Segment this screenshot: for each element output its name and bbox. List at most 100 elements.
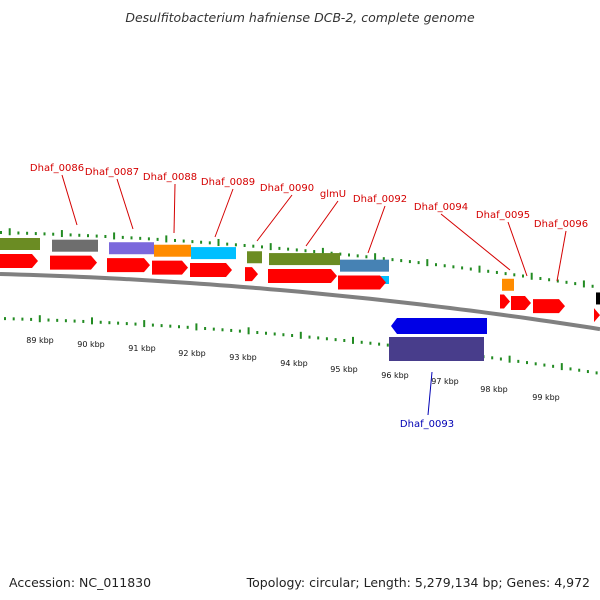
- forward-cds-arrow: [533, 299, 565, 314]
- tick-mark: [317, 336, 320, 340]
- tick-label: 89 kbp: [26, 336, 54, 345]
- tick-mark: [212, 327, 215, 331]
- cog-block: [247, 251, 262, 264]
- forward-cds-arrow: [338, 275, 386, 290]
- tick-mark: [495, 270, 498, 274]
- tick-mark: [47, 318, 50, 322]
- tick-mark: [287, 247, 290, 251]
- forward-cds-arrow: [268, 268, 337, 283]
- tick-mark: [261, 245, 263, 249]
- gene-label: Dhaf_0093: [400, 419, 454, 430]
- tick-mark: [304, 249, 307, 253]
- leader-line: [116, 178, 134, 230]
- leader-line: [256, 194, 293, 242]
- tick-mark: [252, 244, 255, 248]
- tick-mark: [38, 315, 41, 323]
- tick-mark: [256, 331, 259, 335]
- tick-mark: [491, 356, 494, 360]
- tick-mark: [165, 235, 168, 243]
- leader-line: [507, 221, 528, 277]
- tick-mark: [17, 231, 20, 235]
- tick-mark: [487, 269, 490, 273]
- tick-mark: [21, 317, 24, 321]
- tick-mark: [508, 355, 511, 363]
- tick-label: 95 kbp: [330, 365, 358, 374]
- tick-mark: [321, 247, 324, 255]
- tick-mark: [139, 236, 142, 240]
- tick-mark: [0, 231, 2, 234]
- tick-label: 96 kbp: [381, 371, 409, 380]
- tick-mark: [378, 342, 381, 346]
- tick-mark: [226, 242, 229, 246]
- genome-backbone: [0, 272, 600, 332]
- tick-mark: [69, 233, 72, 237]
- tick-mark: [299, 331, 302, 339]
- tick-mark: [469, 267, 472, 271]
- tick-mark: [517, 359, 520, 363]
- tick-mark: [325, 337, 328, 341]
- cds-track: [0, 254, 600, 334]
- gene-label: glmU: [320, 189, 346, 200]
- tick-mark: [452, 265, 455, 269]
- tick-mark: [204, 327, 207, 331]
- cog-block: [154, 244, 191, 257]
- forward-cds-arrow: [511, 295, 531, 310]
- gene-label: Dhaf_0092: [353, 194, 407, 205]
- tick-mark: [8, 228, 11, 236]
- tick-mark: [186, 325, 189, 329]
- tick-label: 98 kbp: [480, 385, 508, 394]
- leader-line: [61, 174, 78, 226]
- map-title: Desulfitobacterium hafniense DCB-2, comp…: [125, 10, 475, 25]
- tick-label: 97 kbp: [431, 377, 459, 386]
- tick-mark: [417, 261, 420, 265]
- cog-block: [596, 292, 600, 305]
- tick-mark: [595, 371, 598, 375]
- forward-cds-arrow: [152, 260, 188, 275]
- gene-label: Dhaf_0090: [260, 183, 314, 194]
- tick-mark: [591, 284, 594, 288]
- tick-mark: [56, 318, 59, 322]
- tick-mark: [435, 263, 437, 267]
- tick-mark: [26, 231, 29, 235]
- gene-label: Dhaf_0096: [534, 219, 588, 230]
- cog-block: [389, 337, 484, 361]
- leader-line: [173, 183, 176, 234]
- tick-mark: [147, 237, 150, 241]
- tick-mark: [386, 343, 389, 347]
- gene-label: Dhaf_0087: [85, 167, 139, 178]
- tick-mark: [273, 332, 276, 336]
- tick-mark: [52, 232, 55, 236]
- tick-mark: [461, 266, 464, 270]
- tick-mark: [391, 258, 394, 262]
- tick-mark: [121, 235, 124, 239]
- tick-mark: [151, 323, 154, 327]
- label-leaders: [61, 174, 567, 416]
- tick-mark: [99, 320, 102, 324]
- tick-mark: [443, 264, 446, 268]
- tick-mark: [295, 248, 298, 252]
- tick-mark: [400, 259, 403, 263]
- forward-cds-arrow: [594, 308, 600, 323]
- tick-mark: [374, 253, 377, 261]
- leader-line: [305, 200, 339, 247]
- tick-mark: [522, 274, 524, 278]
- tick-mark: [582, 280, 585, 288]
- tick-label: 92 kbp: [178, 349, 206, 358]
- tick-mark: [552, 364, 555, 368]
- gene-label: Dhaf_0089: [201, 177, 255, 188]
- tick-mark: [530, 272, 533, 280]
- tick-mark: [560, 363, 563, 371]
- tick-mark: [104, 234, 107, 238]
- tick-mark: [343, 338, 346, 342]
- tick-mark: [291, 334, 294, 338]
- tick-mark: [238, 329, 241, 333]
- tick-mark: [200, 240, 203, 244]
- tick-mark: [95, 234, 98, 238]
- tick-label: 94 kbp: [280, 359, 308, 368]
- tick-mark: [569, 367, 572, 371]
- cog-block: [191, 247, 236, 260]
- tick-mark: [221, 328, 224, 332]
- tick-mark: [91, 317, 93, 325]
- tick-mark: [87, 234, 89, 238]
- accession-text: Accession: NC_011830: [9, 575, 152, 590]
